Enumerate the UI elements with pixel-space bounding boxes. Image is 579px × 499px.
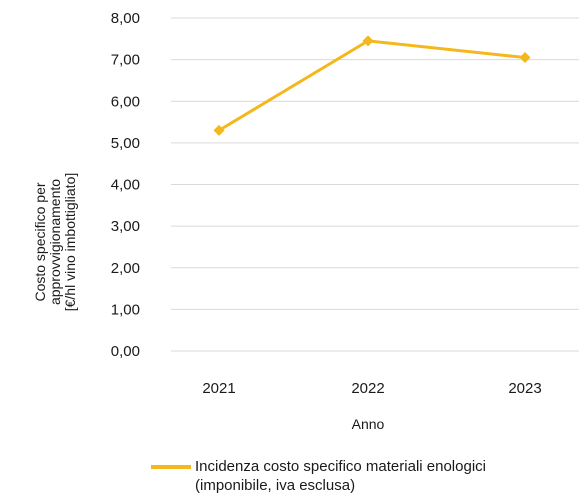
y-tick-label: 3,00 — [111, 218, 140, 235]
x-tick-label: 2023 — [508, 380, 541, 397]
data-point-marker — [213, 124, 225, 136]
legend-label-line-2: (imponibile, iva esclusa) — [195, 477, 356, 494]
y-axis-title-line: [€/hl vino imbottigliato] — [62, 173, 78, 312]
y-tick-label: 8,00 — [111, 10, 140, 27]
y-tick-label: 1,00 — [111, 301, 140, 318]
series-line — [218, 39, 526, 132]
y-tick-label: 7,00 — [111, 52, 140, 69]
series-layer — [213, 35, 531, 136]
y-axis-title: Costo specifico perapprovvigionamento[€/… — [32, 173, 78, 312]
x-tick-label: 2021 — [202, 380, 235, 397]
y-axis-ticks: 0,00 1,00 2,00 3,00 4,00 5,00 6,00 7,00 8,00 — [111, 10, 140, 360]
x-axis-title: Anno — [352, 416, 385, 432]
data-point-marker — [362, 35, 374, 47]
y-tick-label: 5,00 — [111, 135, 140, 152]
y-tick-label: 6,00 — [111, 93, 140, 110]
legend-label-line-1: Incidenza costo specifico materiali enol… — [195, 458, 486, 475]
y-tick-label: 4,00 — [111, 177, 140, 194]
legend-label: Incidenza costo specifico materiali enol… — [195, 457, 486, 495]
x-tick-label: 2022 — [351, 380, 384, 397]
grid-lines — [171, 17, 579, 352]
legend: Incidenza costo specifico materiali enol… — [151, 457, 486, 495]
x-axis-ticks: 2021 2022 2023 — [202, 380, 541, 397]
y-tick-label: 2,00 — [111, 260, 140, 277]
y-axis-title-line: Costo specifico per — [32, 182, 48, 301]
data-point-marker — [519, 52, 531, 64]
y-axis-title-line: approvvigionamento — [47, 179, 63, 305]
legend-line-swatch — [151, 465, 191, 469]
y-tick-label: 0,00 — [111, 343, 140, 360]
